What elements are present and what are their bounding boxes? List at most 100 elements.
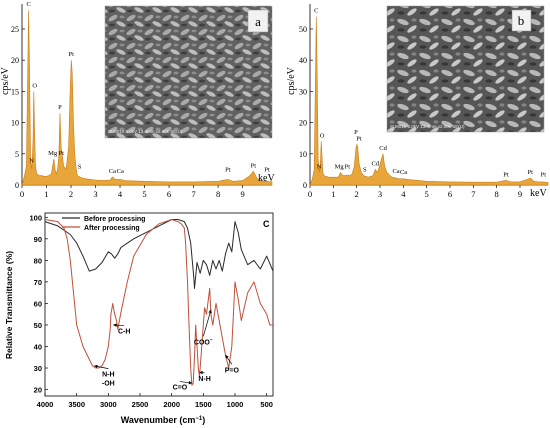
eds-a-peak-label: O <box>32 82 37 89</box>
eds-b-peak-label: S <box>363 167 367 174</box>
ftir-legend-label: Before processing <box>84 216 145 223</box>
eds-a-x-tick-label: 1 <box>44 189 48 199</box>
eds-b-peak-label: Mg <box>335 164 345 171</box>
eds-a-x-tick-label: 0 <box>20 189 24 199</box>
eds-a-y-tick-label: 10 <box>11 119 19 128</box>
eds-a-peak-label: Pt <box>225 167 231 174</box>
panel-b-ylabel: cps/eV <box>286 66 297 95</box>
ftir-y-tick-label: 60 <box>34 299 42 308</box>
sem-image-b: b SU8010 5.0kV 13.4mm x2.00k SE(U) <box>386 5 545 133</box>
sem-caption-b: SU8010 5.0kV 13.4mm x2.00k SE(U) <box>390 124 465 129</box>
eds-b-x-tick-label: 0 <box>308 189 312 199</box>
eds-b-y-tick-label: 0 <box>303 181 307 190</box>
ftir-annotation-label: -OH <box>102 381 115 388</box>
ftir-annotation-arrow <box>199 370 205 375</box>
eds-a-y-tick-label: 20 <box>11 56 19 65</box>
eds-b-peak-label: Cd <box>372 160 380 167</box>
eds-a-peak-label: Pt <box>59 150 65 157</box>
panel-c-ylabel: Relative Transmittance (%) <box>4 251 14 359</box>
ftir-y-tick-label: 70 <box>34 278 42 287</box>
eds-b-x-tick-label: 2 <box>355 189 359 199</box>
eds-b-peak-label: Pt <box>503 171 509 178</box>
ftir-x-tick-label: 1000 <box>227 400 244 409</box>
eds-b-peak-label: Pt <box>356 135 362 142</box>
ftir-annotation-arrow <box>113 323 125 327</box>
ftir-y-tick-label: 20 <box>34 386 42 395</box>
panel-a-xlabel: keV <box>258 173 275 184</box>
eds-a-peak-label: Mg <box>48 150 58 157</box>
ftir-annotation-arrow <box>94 364 109 369</box>
eds-a-x-tick-label: 9 <box>240 189 244 199</box>
ftir-x-tick-label: 2000 <box>163 400 180 409</box>
ftir-legend-label: After processing <box>84 225 140 232</box>
eds-b-x-tick-label: 7 <box>471 189 475 199</box>
eds-a-peak-label: C <box>26 1 30 8</box>
eds-b-x-tick-label: 1 <box>331 189 335 199</box>
eds-a-x-tick-label: 2 <box>69 189 73 199</box>
sem-caption-a: SU8010 5.0kV 13.4mm x2.00k SE(U) <box>108 129 183 134</box>
eds-b-x-tick-label: 4 <box>401 189 406 199</box>
eds-a-spectrum-area <box>21 10 273 186</box>
panel-c-label: C <box>263 219 270 229</box>
ftir-annotation-arrow <box>179 380 193 385</box>
eds-b-y-tick-label: 50 <box>299 25 307 34</box>
eds-a-peak-label: Pt <box>69 51 75 58</box>
eds-a-peak-label: Pt <box>264 167 270 174</box>
eds-a-peak-label: Ca <box>109 168 116 175</box>
eds-b-spectrum-area <box>309 16 549 186</box>
panel-b-xlabel: keV <box>530 188 547 199</box>
ftir-y-tick-label: 40 <box>34 342 42 351</box>
ftir-annotation-label: P=O <box>225 367 240 374</box>
ftir-annotation-label: COO− <box>194 337 213 346</box>
eds-b-x-tick-label: 9 <box>518 189 522 199</box>
eds-b-peak-label: C <box>314 7 318 14</box>
panel-a-ylabel: cps/eV <box>0 66 11 95</box>
ftir-annotation-label: N-H <box>102 372 114 379</box>
panel-b-label: b <box>518 13 525 28</box>
eds-b-y-tick-label: 10 <box>299 150 307 159</box>
ftir-plot: 20 30 40 50 60 70 80 90 100 4000 3500 3000 2500 2000 1… <box>29 212 274 409</box>
ftir-series-line-2 <box>44 219 273 386</box>
eds-b-peak-label: Cd <box>379 145 387 152</box>
eds-a-x-tick-label: 4 <box>118 189 123 199</box>
ftir-x-tick-label: 3500 <box>68 400 85 409</box>
ftir-frame <box>44 212 274 397</box>
eds-a-x-tick-label: 8 <box>216 189 220 199</box>
ftir-y-tick-label: 30 <box>34 364 42 373</box>
eds-a-x-tick-label: 3 <box>93 189 97 199</box>
ftir-x-tick-label: 1500 <box>195 400 212 409</box>
ftir-x-tick-label: 500 <box>260 400 273 409</box>
ftir-annotation-label: N-H <box>198 376 210 383</box>
eds-b-peak-label: P <box>354 129 358 136</box>
eds-a-x-tick-label: 7 <box>191 189 195 199</box>
ftir-series-line-1 <box>44 219 274 289</box>
eds-b-peak-label: Ca <box>400 169 407 176</box>
eds-b-y-tick-label: 30 <box>299 87 307 96</box>
eds-b-x-tick-label: 6 <box>448 189 452 199</box>
eds-a-x-tick-label: 6 <box>167 189 171 199</box>
ftir-y-tick-label: 90 <box>34 235 42 244</box>
ftir-x-tick-label: 2500 <box>132 400 149 409</box>
eds-b-x-tick-label: 3 <box>378 189 382 199</box>
eds-b-peak-label: Pt <box>541 171 547 178</box>
ftir-x-tick-label: 4000 <box>37 400 54 409</box>
eds-b-x-tick-label: 8 <box>495 189 499 199</box>
eds-b-y-tick-label: 40 <box>299 56 307 65</box>
eds-b-y-tick-label: 20 <box>299 119 307 128</box>
eds-a-x-tick-label: 5 <box>142 189 146 199</box>
eds-b-peak-label: N <box>317 164 322 171</box>
ftir-annotation-arrow <box>225 354 233 365</box>
eds-b-peak-label: Ca <box>392 168 399 175</box>
ftir-annotation-label: C-H <box>118 329 130 336</box>
eds-a-peak-label: P <box>58 104 62 111</box>
eds-a-y-tick-label: 0 <box>15 181 19 190</box>
ftir-x-tick-label: 3000 <box>100 400 117 409</box>
eds-a-y-tick-label: 15 <box>11 87 19 96</box>
eds-b-x-tick-label: 5 <box>425 189 429 199</box>
eds-a-peak-label: Pt <box>251 162 257 169</box>
eds-a-y-tick-label: 5 <box>15 150 19 159</box>
ftir-annotation-arrow <box>202 309 212 337</box>
